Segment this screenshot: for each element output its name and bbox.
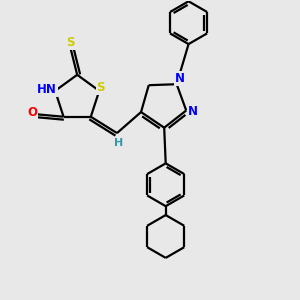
- Text: S: S: [66, 36, 75, 49]
- Text: N: N: [175, 72, 184, 86]
- Text: S: S: [97, 81, 105, 94]
- Text: N: N: [188, 105, 198, 118]
- Text: H: H: [114, 138, 123, 148]
- Text: O: O: [27, 106, 37, 119]
- Text: HN: HN: [37, 83, 57, 96]
